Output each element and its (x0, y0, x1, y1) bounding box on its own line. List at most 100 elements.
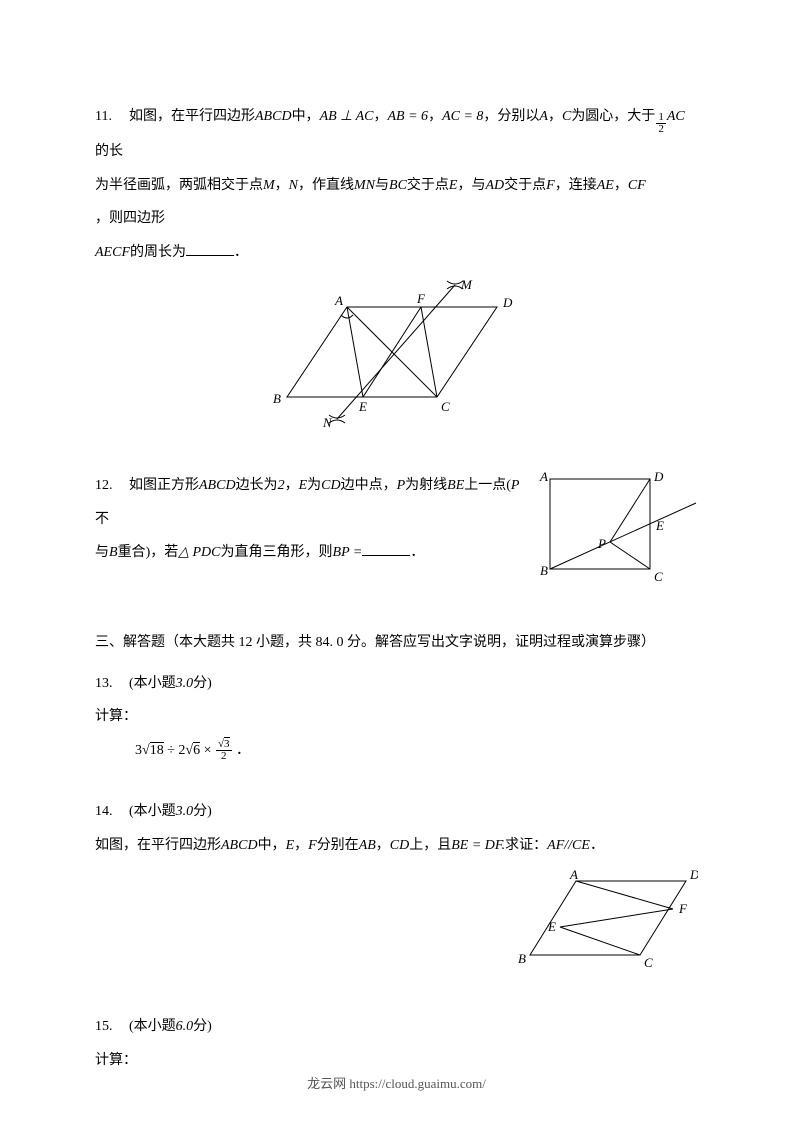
q12-B: B (109, 536, 118, 570)
q12-text: 边长为 (236, 469, 278, 503)
q13-line1: 13. ( 本小题 3.0 分 ) (95, 667, 698, 701)
q11-ac: AC (667, 100, 685, 134)
svg-text:C: C (654, 569, 663, 584)
q11-F: F (546, 169, 555, 203)
q11-CF: CF (628, 169, 646, 203)
q11-AD: AD (485, 169, 504, 203)
q11-text: 的长 (95, 135, 123, 169)
q12-text: 与 (95, 536, 109, 570)
q11-A: A (539, 100, 548, 134)
q12-abcd: ABCD (199, 469, 236, 503)
q12-figure: ADBCEP (538, 469, 698, 603)
svg-text:N: N (322, 415, 333, 427)
q12-text: ， (285, 469, 299, 503)
q12-text: 上一点 (464, 469, 506, 503)
q14-text: 上，且 (409, 829, 451, 863)
svg-text:E: E (547, 919, 556, 934)
q14-F: F (308, 829, 317, 863)
q14-abcd: ABCD (221, 829, 258, 863)
q11-E: E (449, 169, 458, 203)
q14-comma: ， (376, 829, 390, 863)
q14-text: 求证： (505, 829, 547, 863)
svg-text:C: C (441, 399, 450, 414)
svg-text:B: B (273, 391, 281, 406)
q14-body: 如图，在平行四边形 ABCD 中， E ， F 分别在 AB ， CD 上，且 … (95, 829, 698, 863)
q12-two: 2 (278, 469, 285, 503)
q13-text: 分 (193, 667, 207, 701)
q12-text: 重合 (118, 536, 146, 570)
q13-tail: ． (236, 743, 250, 758)
q12-BE: BE (447, 469, 464, 503)
page-footer: 龙云网 https://cloud.guaimu.com/ (0, 1073, 793, 1092)
q11-MN: MN (354, 169, 375, 203)
q11-C: C (562, 100, 571, 134)
q15-pts: 6.0 (176, 1010, 194, 1044)
q11-text: ，分别以 (483, 100, 539, 134)
q12-line2: 与 B 重合 ) ，若 △ PDC 为直角三角形，则 BP = ． (95, 536, 530, 570)
q14-text: 中， (258, 829, 286, 863)
q11-expr: AB = 6 (388, 100, 429, 134)
q15-number: 15. (95, 1010, 129, 1044)
q14-bedf: BE = DF. (451, 829, 505, 863)
q15-text: 分 (193, 1010, 207, 1044)
q14-comma: ， (294, 829, 308, 863)
q11-text: 如图，在平行四边形 (129, 100, 255, 134)
q12-P2: P (511, 469, 520, 503)
svg-text:A: A (569, 869, 578, 882)
q11-text: ，则四边形 (95, 202, 165, 236)
q13-frac: √3 2 (216, 739, 232, 762)
q15-line1: 15. ( 本小题 6.0 分 ) (95, 1010, 698, 1044)
q13-paren: ) (207, 667, 212, 701)
q14-number: 14. (95, 795, 129, 829)
q11-text: 交于点 (504, 169, 546, 203)
q14-CD: CD (390, 829, 409, 863)
sqrt-icon: √ (185, 743, 193, 758)
q11-period: ． (234, 236, 248, 270)
q13-number: 13. (95, 667, 129, 701)
q11-text: 交于点 (407, 169, 449, 203)
q14-text: 分 (193, 795, 207, 829)
svg-text:E: E (655, 518, 664, 533)
frac-den: 2 (656, 124, 666, 135)
footer-text: 龙云网 https://cloud.guaimu.com/ (307, 1076, 486, 1091)
q14-AB: AB (359, 829, 376, 863)
q12-P: P (397, 469, 406, 503)
q11-line2: 为半径画弧，两弧相交于点 M ， N ，作直线 MN 与 BC 交于点 E ，与… (95, 169, 698, 236)
q11-expr: AC = 8 (442, 100, 483, 134)
svg-text:E: E (358, 399, 367, 414)
question-15: 15. ( 本小题 6.0 分 ) 计算： (95, 1010, 698, 1077)
q11-line1: 11. 如图，在平行四边形 ABCD 中， AB ⊥ AC ， AB = 6 ，… (95, 100, 698, 169)
q12-number: 12. (95, 469, 129, 503)
svg-text:M: M (460, 277, 473, 292)
q11-comma: ， (614, 169, 628, 203)
q11-BC: BC (389, 169, 407, 203)
svg-text:B: B (518, 951, 526, 966)
q11-comma: ， (275, 169, 289, 203)
q12-tri: △ PDC (178, 536, 220, 570)
q11-text: 与 (375, 169, 389, 203)
q11-line3: AECF 的周长为 ． (95, 236, 698, 270)
q11-text: 的周长为 (130, 236, 186, 270)
q11-N: N (289, 169, 298, 203)
q11-text: 中， (292, 100, 320, 134)
svg-text:D: D (653, 469, 664, 484)
q11-AE: AE (597, 169, 614, 203)
q14-E: E (286, 829, 295, 863)
q11-text: 为半径画弧，两弧相交于点 (95, 169, 263, 203)
q11-number: 11. (95, 100, 129, 134)
q12-E: E (299, 469, 308, 503)
svg-text:P: P (597, 536, 606, 551)
q11-blank (186, 241, 234, 256)
svg-text:D: D (689, 869, 698, 882)
section-3-heading: 三、解答题（本大题共 12 小题，共 84. 0 分。解答应写出文字说明，证明过… (95, 631, 698, 651)
q11-figure: ADBCEFMN (95, 277, 698, 441)
question-13: 13. ( 本小题 3.0 分 ) 计算： 3√18 ÷ 2√6 × √3 2 … (95, 667, 698, 768)
q11-text: 为圆心，大于 (571, 100, 655, 134)
q11-comma: ， (548, 100, 562, 134)
q15-text: 本小题 (134, 1010, 176, 1044)
q12-text: 为直角三角形，则 (221, 536, 333, 570)
q14-text: 如图，在平行四边形 (95, 829, 221, 863)
q13-sqrt18: 18 (150, 742, 164, 758)
q11-half-frac: 1 2 (656, 112, 666, 135)
q13-num-rad: 3 (224, 737, 230, 750)
